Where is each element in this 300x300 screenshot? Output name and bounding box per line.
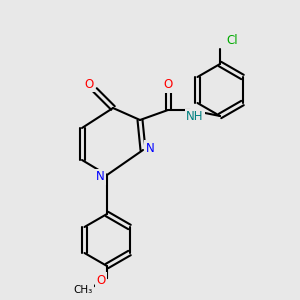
Text: CH₃: CH₃ [74,285,93,295]
Text: O: O [84,77,94,91]
Text: N: N [146,142,154,154]
Text: O: O [164,79,172,92]
Text: Cl: Cl [226,34,238,46]
Text: N: N [96,170,104,184]
Text: O: O [96,274,106,286]
Text: NH: NH [186,110,204,124]
